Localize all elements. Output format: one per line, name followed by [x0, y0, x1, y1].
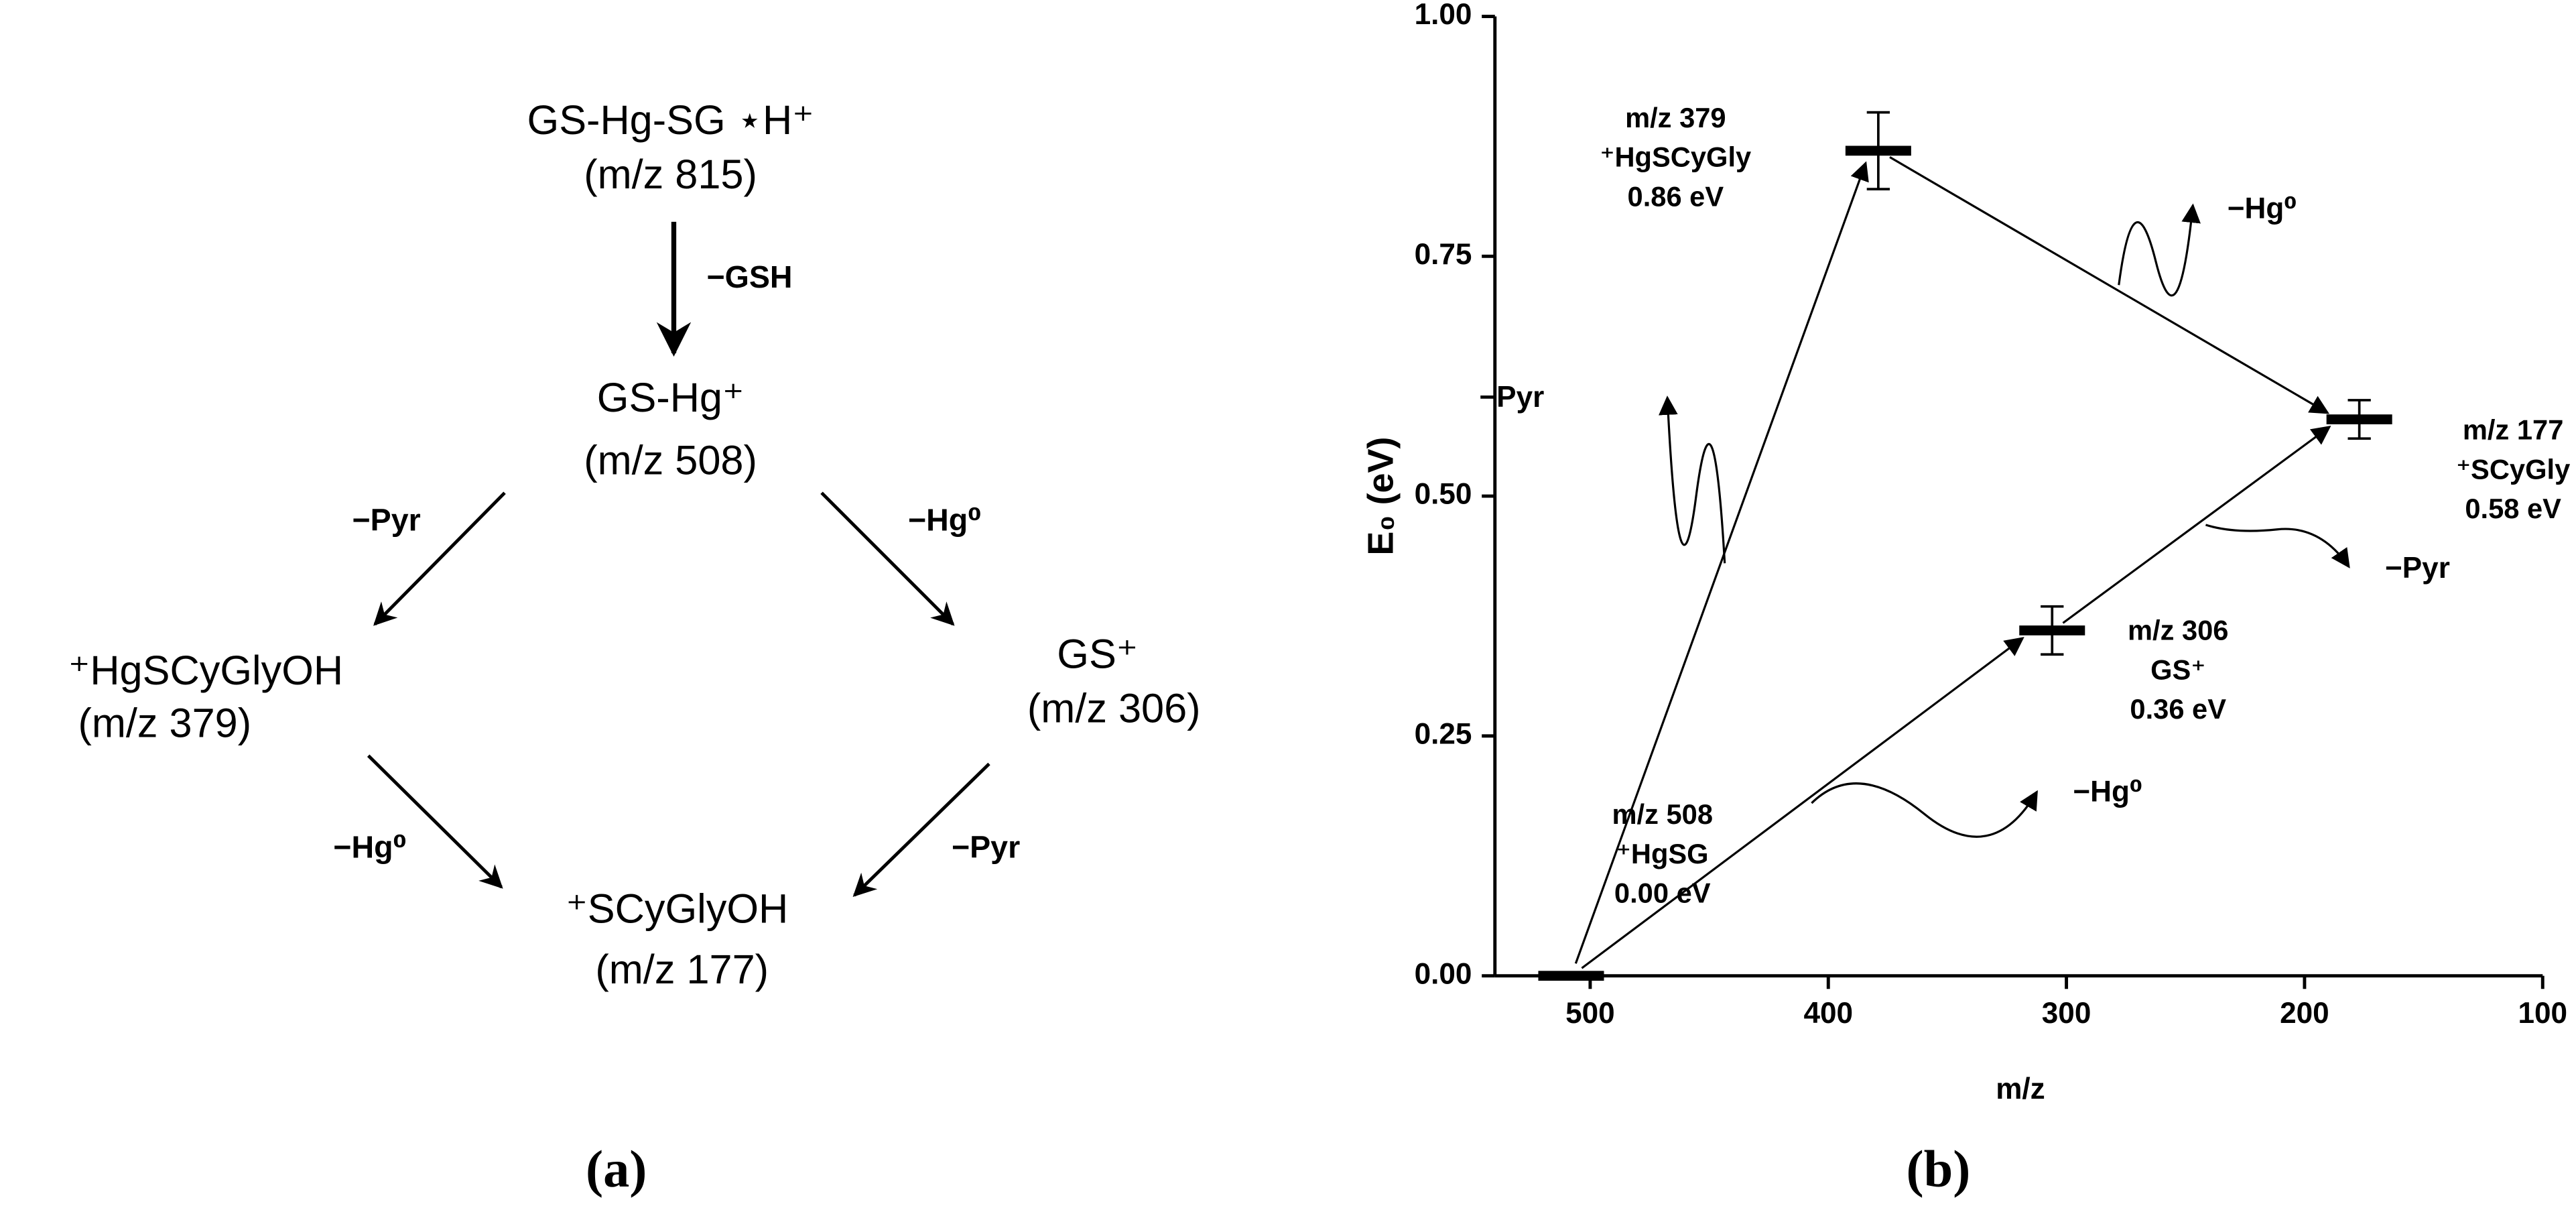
- point-mz-label: m/z 306: [2128, 614, 2229, 646]
- edge-label: −Hg⁰: [333, 829, 407, 864]
- x-tick-label: 100: [2518, 997, 2567, 1030]
- edge-label: −GSH: [706, 259, 792, 294]
- node-mz: (m/z 815): [584, 151, 757, 197]
- loss-arrow: [2205, 524, 2350, 568]
- y-tick-label: 1.00: [1415, 0, 1472, 31]
- x-tick-label: 500: [1565, 997, 1615, 1030]
- loss-arrow: [2118, 203, 2201, 297]
- point-value-label: 0.86 eV: [1628, 181, 1724, 213]
- point-value-label: 0.00 eV: [1614, 877, 1711, 909]
- arrow: [852, 762, 990, 897]
- y-tick-label: 0.50: [1415, 478, 1472, 511]
- caption: (b): [1907, 1140, 1971, 1198]
- y-axis-title: E₀ (eV): [1360, 437, 1401, 556]
- y-tick-label: 0.75: [1415, 238, 1472, 271]
- x-tick-label: 200: [2280, 997, 2329, 1030]
- point-value-label: 0.36 eV: [2130, 693, 2226, 725]
- point-ion-label: ⁺HgSCyGly: [1600, 141, 1751, 173]
- caption: (a): [586, 1140, 647, 1198]
- transition-line: [1889, 156, 2330, 414]
- point-marker: [1538, 971, 1604, 981]
- node-mz: (m/z 177): [595, 947, 769, 992]
- loss-label: −Pyr: [2385, 552, 2450, 585]
- x-axis-title: m/z: [1996, 1073, 2045, 1105]
- node-label: GS-Hg⁺: [597, 375, 745, 420]
- edge-label: −Hg⁰: [908, 503, 982, 538]
- node-mz: (m/z 306): [1027, 685, 1201, 731]
- y-tick-label: 0.25: [1415, 718, 1472, 751]
- node-label: ⁺SCyGlyOH: [566, 886, 788, 931]
- arrow: [820, 491, 955, 626]
- transition-line: [2062, 425, 2331, 624]
- diagram: GS-Hg-SG ⋆H⁺ (m/z 815) GS-Hg⁺ (m/z 508) …: [68, 97, 1201, 1198]
- loss-arrow: [1811, 782, 2038, 838]
- node-label: ⁺HgSCyGlyOH: [68, 648, 343, 693]
- chart: m/z E₀ (eV) (b) 0.00 0.25 0.50 0.75 1.00 500 4…: [1360, 0, 2570, 1198]
- point-value-label: 0.58 eV: [2465, 493, 2561, 524]
- node-label: GS⁺: [1057, 631, 1138, 676]
- point-ion-label: ⁺SCyGly: [2456, 453, 2570, 485]
- point-mz-label: m/z 379: [1625, 102, 1726, 133]
- loss-label: −Hg⁰: [2073, 775, 2142, 808]
- transition-line: [1574, 161, 1869, 964]
- point-marker: [1845, 145, 1911, 156]
- point-marker: [2326, 414, 2392, 424]
- x-tick-label: 300: [2042, 997, 2091, 1030]
- node-mz: (m/z 508): [584, 437, 757, 483]
- edge-label: −Pyr: [952, 829, 1020, 864]
- edge-label: −Pyr: [352, 503, 420, 538]
- arrow: [373, 491, 506, 626]
- point-mz-label: m/z 508: [1612, 798, 1713, 830]
- loss-arrow: [1659, 396, 1726, 564]
- point-marker: [2019, 625, 2085, 635]
- node-label: GS-Hg-SG ⋆H⁺: [527, 97, 814, 143]
- point-ion-label: GS⁺: [2150, 654, 2205, 685]
- point-mz-label: m/z 177: [2463, 414, 2564, 446]
- arrow: [367, 754, 503, 889]
- loss-label: −Hg⁰: [2228, 192, 2297, 225]
- point-ion-label: ⁺HgSG: [1616, 838, 1709, 869]
- loss-label: −Pyr: [1479, 381, 1544, 414]
- transition-line: [1581, 637, 2024, 969]
- x-tick-label: 400: [1803, 997, 1853, 1030]
- node-mz: (m/z 379): [78, 700, 251, 745]
- y-tick-label: 0.00: [1415, 957, 1472, 990]
